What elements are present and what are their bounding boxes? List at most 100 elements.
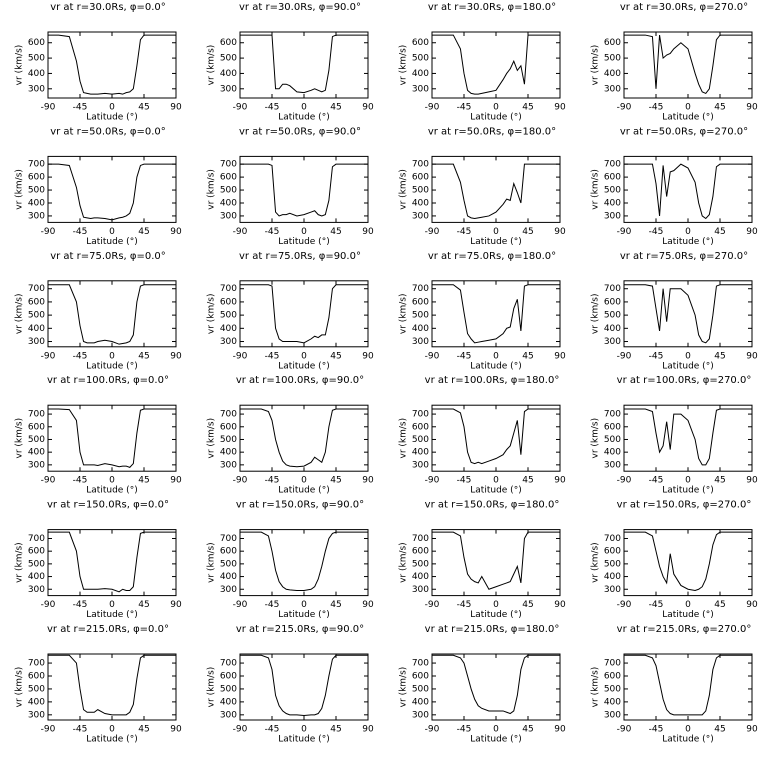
x-tick-label: -90: [617, 227, 632, 237]
y-axis-label: vr (km/s): [15, 169, 25, 210]
x-tick-label: 0: [301, 600, 307, 610]
plot-frame: [623, 529, 753, 597]
x-tick-label: -45: [73, 725, 88, 735]
x-tick-label: -90: [41, 103, 56, 113]
panel: vr at r=30.0Rs, φ=270.0° -90 -45 0 45 90 300 40…: [591, 2, 758, 123]
x-tick-label: 0: [301, 103, 307, 113]
panel: vr at r=150.0Rs, φ=90.0° -90 -45 0 45 90 300 40…: [207, 500, 374, 620]
x-tick-label: -45: [649, 227, 664, 237]
x-tick-label: -45: [265, 227, 280, 237]
x-tick-label: 0: [109, 725, 115, 735]
x-tick-label: -90: [41, 600, 56, 610]
x-tick-label: 45: [522, 725, 533, 735]
y-tick-label: 300: [220, 84, 237, 94]
data-line: [48, 163, 176, 221]
x-tick-label: -45: [457, 351, 472, 361]
y-tick-label: 500: [412, 684, 429, 694]
x-tick-label: 45: [714, 725, 725, 735]
y-axis-label: vr (km/s): [399, 667, 409, 708]
x-axis-label: Latitude (°): [470, 237, 521, 247]
x-tick-label: 90: [746, 476, 758, 486]
x-tick-label: -90: [617, 725, 632, 735]
plot-frame: [623, 280, 753, 348]
y-tick-label: 400: [28, 697, 45, 707]
x-axis-label: Latitude (°): [278, 237, 329, 247]
y-tick-label: 400: [220, 697, 237, 707]
y-tick-label: 300: [28, 585, 45, 595]
x-tick-label: -90: [233, 725, 248, 735]
x-tick-label: 90: [554, 351, 566, 361]
x-tick-label: 90: [746, 725, 758, 735]
x-axis-label: Latitude (°): [662, 113, 713, 123]
y-tick-label: 700: [412, 410, 429, 420]
panel-title: vr at r=30.0Rs, φ=0.0°: [50, 2, 166, 13]
data-line: [432, 654, 560, 715]
y-tick-label: 300: [412, 585, 429, 595]
x-tick-label: -45: [649, 103, 664, 113]
data-line: [624, 163, 752, 220]
y-axis-label: vr (km/s): [207, 542, 217, 583]
plot-frame: [239, 155, 369, 223]
y-tick-label: 600: [412, 422, 429, 432]
plot-frame: [623, 404, 753, 472]
plot-frame: [47, 404, 177, 472]
x-axis-label: Latitude (°): [86, 113, 137, 123]
y-tick-label: 300: [28, 84, 45, 94]
y-tick-label: 600: [220, 38, 237, 48]
x-tick-label: 45: [330, 351, 341, 361]
y-tick-label: 700: [220, 410, 237, 420]
plot-frame: [431, 653, 561, 721]
x-tick-label: 45: [138, 103, 149, 113]
panel-title: vr at r=75.0Rs, φ=0.0°: [50, 251, 166, 262]
x-tick-label: 45: [330, 227, 341, 237]
x-tick-label: 90: [746, 600, 758, 610]
y-tick-label: 700: [412, 659, 429, 669]
x-tick-label: 90: [554, 476, 566, 486]
x-axis-label: Latitude (°): [662, 610, 713, 620]
y-tick-label: 600: [28, 38, 45, 48]
y-tick-label: 600: [220, 672, 237, 682]
panel: vr at r=215.0Rs, φ=180.0° -90 -45 0 45 90 300 4…: [399, 624, 566, 745]
x-tick-label: 45: [522, 103, 533, 113]
y-axis-label: vr (km/s): [399, 293, 409, 334]
y-tick-label: 400: [220, 198, 237, 208]
x-tick-label: -45: [457, 600, 472, 610]
x-tick-label: -45: [73, 351, 88, 361]
y-tick-label: 500: [28, 54, 45, 64]
x-tick-label: -45: [457, 725, 472, 735]
data-line: [432, 163, 560, 220]
panel-title: vr at r=150.0Rs, φ=90.0°: [236, 500, 364, 511]
panel-title: vr at r=215.0Rs, φ=90.0°: [236, 624, 364, 635]
y-tick-label: 600: [604, 422, 621, 432]
y-tick-label: 300: [604, 585, 621, 595]
y-tick-label: 500: [220, 186, 237, 196]
x-tick-label: -45: [265, 351, 280, 361]
plot-frame: [431, 529, 561, 597]
y-tick-label: 700: [412, 160, 429, 170]
panel-title: vr at r=100.0Rs, φ=180.0°: [425, 375, 560, 386]
y-tick-label: 300: [28, 211, 45, 221]
y-tick-label: 300: [604, 337, 621, 347]
data-line: [240, 654, 368, 716]
x-tick-label: 0: [109, 476, 115, 486]
x-tick-label: 45: [714, 103, 725, 113]
y-tick-label: 300: [604, 211, 621, 221]
y-tick-label: 300: [412, 460, 429, 470]
x-axis-label: Latitude (°): [470, 610, 521, 620]
panel-title: vr at r=50.0Rs, φ=180.0°: [428, 126, 556, 137]
y-tick-label: 600: [604, 547, 621, 557]
y-tick-label: 300: [220, 585, 237, 595]
data-line: [432, 531, 560, 590]
y-tick-label: 600: [412, 297, 429, 307]
y-axis-label: vr (km/s): [15, 418, 25, 459]
y-tick-label: 600: [28, 173, 45, 183]
x-axis-label: Latitude (°): [86, 361, 137, 371]
plot-frame: [239, 31, 369, 99]
y-tick-label: 300: [412, 211, 429, 221]
x-tick-label: 90: [746, 227, 758, 237]
x-tick-label: -90: [425, 351, 440, 361]
x-tick-label: -45: [649, 476, 664, 486]
data-line: [48, 408, 176, 468]
panel: vr at r=150.0Rs, φ=0.0° -90 -45 0 45 90 300 400…: [15, 500, 182, 620]
